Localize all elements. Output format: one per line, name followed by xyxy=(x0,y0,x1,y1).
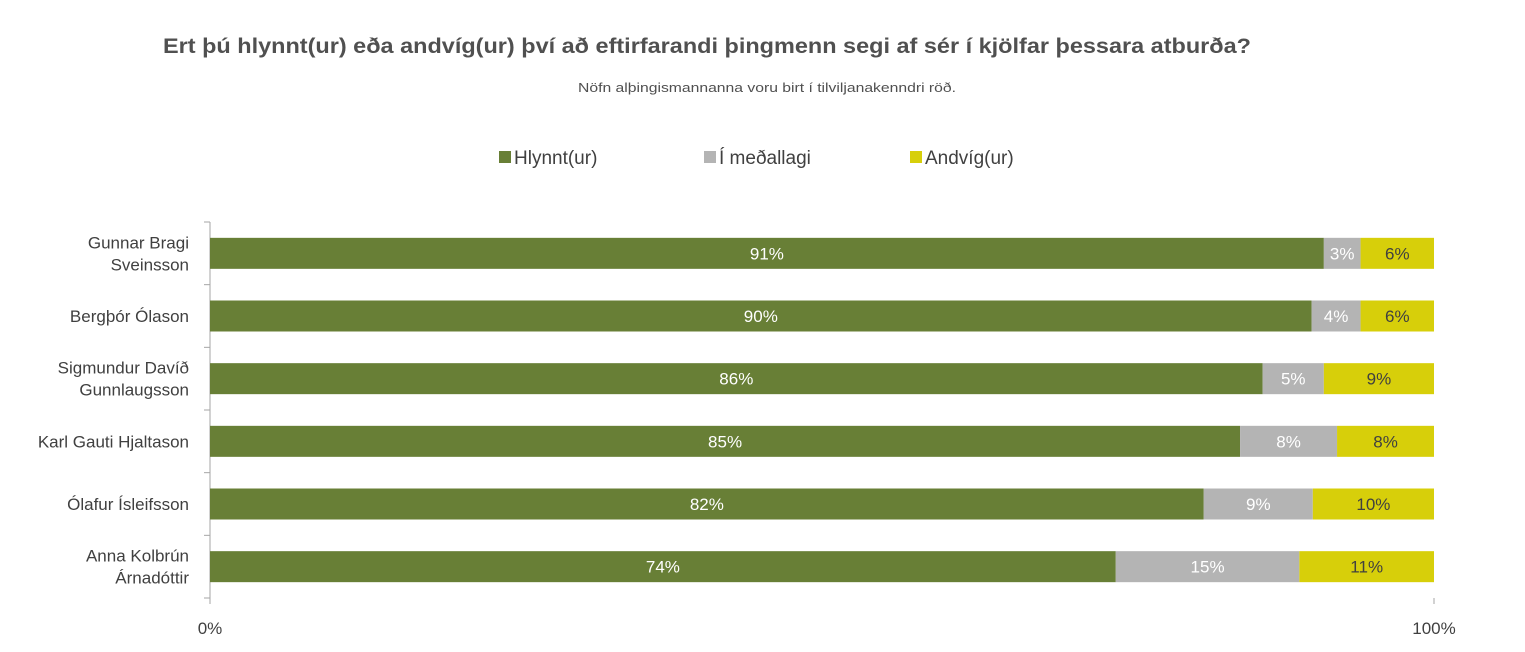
data-label: 6% xyxy=(1385,244,1410,263)
bar-segment xyxy=(1323,237,1361,269)
data-label: 11% xyxy=(1350,558,1383,577)
data-label: 10% xyxy=(1356,495,1390,514)
data-label: 91% xyxy=(750,244,784,263)
category-label: Sigmundur Davíð xyxy=(58,359,189,378)
legend-label: Hlynnt(ur) xyxy=(514,148,597,169)
x-tick-label: 100% xyxy=(1412,619,1455,638)
legend-swatch xyxy=(910,151,922,163)
axes: 0% 100% Gunnar Bragi Sveinsson Bergþór Ólaso… xyxy=(38,221,1456,638)
bar-segment xyxy=(1360,237,1434,269)
bar-segment xyxy=(210,363,1263,395)
bar-segment xyxy=(1337,425,1434,457)
category-label: Gunnar Bragi xyxy=(88,233,189,252)
legend-label: Í meðallagi xyxy=(719,148,811,169)
category-label: Karl Gauti Hjaltason xyxy=(38,432,189,451)
chart-subtitle: Nöfn alþingismannanna voru birt í tilvil… xyxy=(578,80,956,95)
bar-segment xyxy=(1262,363,1324,395)
data-label: 9% xyxy=(1246,495,1271,514)
data-label: 82% xyxy=(690,495,724,514)
data-label: 8% xyxy=(1276,432,1301,451)
bar-segment xyxy=(1323,363,1434,395)
data-label: 74% xyxy=(646,558,680,577)
legend-label: Andvíg(ur) xyxy=(925,148,1014,169)
category-label: Gunnlaugsson xyxy=(79,381,189,400)
bar-segment xyxy=(1203,488,1313,520)
bar-segment xyxy=(210,300,1312,332)
data-label: 8% xyxy=(1373,432,1398,451)
chart-title: Ert þú hlynnt(ur) eða andvíg(ur) því að … xyxy=(163,35,1251,58)
bar-segment xyxy=(1360,300,1434,332)
bar-segment xyxy=(210,425,1241,457)
bars: 91% 3% 6% 90% 4% 6% 86% 5% 9% 85% 8% 8% 82% 9% 10% 74% 1… xyxy=(210,237,1434,583)
bar-segment xyxy=(210,551,1116,583)
bar-segment xyxy=(1115,551,1300,583)
legend: Hlynnt(ur) Í meðallagi Andvíg(ur) xyxy=(499,148,1014,169)
category-label: Sveinsson xyxy=(111,255,189,274)
category-label: Árnadóttir xyxy=(115,569,189,588)
category-label: Anna Kolbrún xyxy=(86,547,189,566)
data-label: 9% xyxy=(1367,370,1392,389)
bar-segment xyxy=(1312,488,1434,520)
x-tick-label: 0% xyxy=(198,619,223,638)
data-label: 6% xyxy=(1385,307,1410,326)
category-label: Bergþór Ólason xyxy=(70,307,189,326)
data-label: 5% xyxy=(1281,370,1306,389)
bar-segment xyxy=(1311,300,1361,332)
legend-swatch xyxy=(704,151,716,163)
category-label: Ólafur Ísleifsson xyxy=(67,495,189,514)
data-label: 4% xyxy=(1324,307,1349,326)
legend-swatch xyxy=(499,151,511,163)
data-label: 15% xyxy=(1191,558,1225,577)
data-label: 3% xyxy=(1330,244,1355,263)
data-label: 85% xyxy=(708,432,742,451)
data-label: 90% xyxy=(744,307,778,326)
bar-segment xyxy=(1299,551,1434,583)
bar-segment xyxy=(210,488,1204,520)
bar-segment xyxy=(1240,425,1338,457)
bar-segment xyxy=(210,237,1324,269)
data-label: 86% xyxy=(719,370,753,389)
